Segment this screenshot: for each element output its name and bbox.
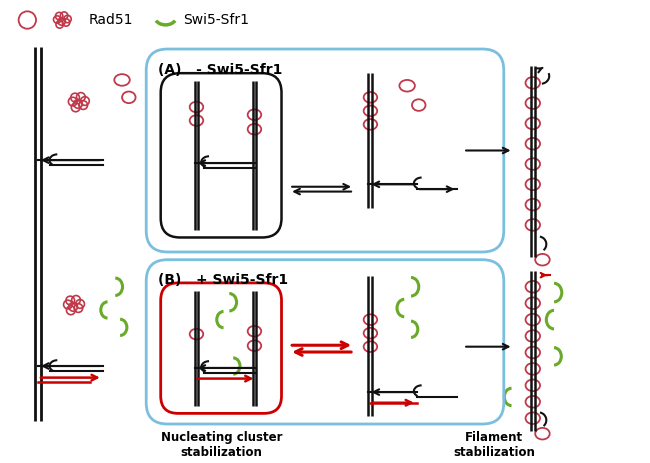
Text: Rad51: Rad51 [88, 13, 133, 27]
Text: (B)   + Swi5-Sfr1: (B) + Swi5-Sfr1 [158, 273, 288, 287]
Text: Nucleating cluster
stabilization: Nucleating cluster stabilization [161, 431, 282, 459]
Text: Filament
stabilization: Filament stabilization [453, 431, 535, 459]
Text: (A)   - Swi5-Sfr1: (A) - Swi5-Sfr1 [158, 63, 282, 76]
Text: Swi5-Sfr1: Swi5-Sfr1 [183, 13, 249, 27]
